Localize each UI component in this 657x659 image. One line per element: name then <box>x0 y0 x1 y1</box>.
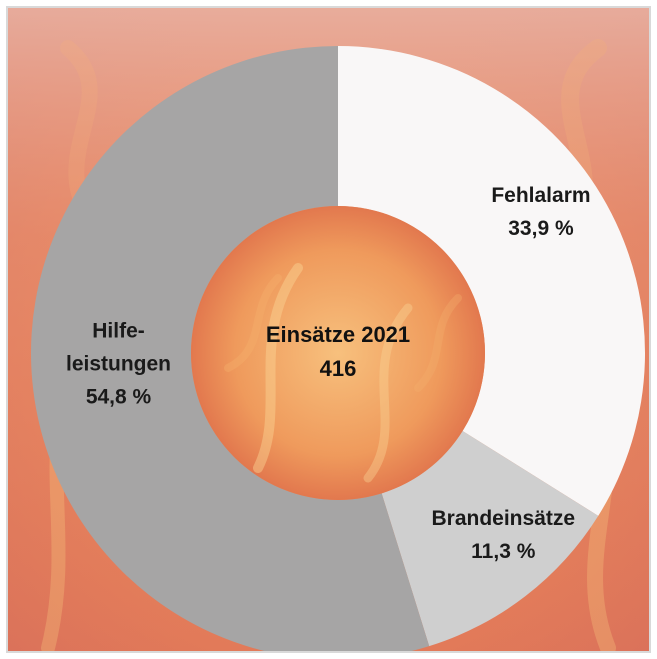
chart-frame: Fehlalarm 33,9 % Brandeinsätze 11,3 % Hilfe-… <box>6 6 651 653</box>
value-label-brandeinsaetze: 11,3 % <box>471 540 536 563</box>
slice-labels: Fehlalarm 33,9 % Brandeinsätze 11,3 % Hilfe-… <box>66 184 591 563</box>
category-label-hilfeleistungen-2: leistungen <box>66 352 171 375</box>
inner-flame-streaks <box>224 263 462 483</box>
value-label-hilfeleistungen: 54,8 % <box>86 385 152 408</box>
category-label-brandeinsaetze-1: Brandeinsätze <box>432 507 576 530</box>
category-label-hilfeleistungen-1: Hilfe- <box>92 319 145 342</box>
value-label-fehlalarm: 33,9 % <box>508 217 574 240</box>
donut-hole <box>191 206 485 500</box>
donut-slices <box>31 46 645 651</box>
center-title: Einsätze 2021 <box>266 322 410 347</box>
donut-chart: Fehlalarm 33,9 % Brandeinsätze 11,3 % Hilfe-… <box>8 8 649 651</box>
center-value: 416 <box>320 356 357 381</box>
slice-hilfeleistungen <box>31 46 430 651</box>
slice-brandeinsaetze <box>381 430 599 647</box>
category-label-fehlalarm-1: Fehlalarm <box>491 184 590 207</box>
slice-fehlalarm <box>338 46 645 516</box>
